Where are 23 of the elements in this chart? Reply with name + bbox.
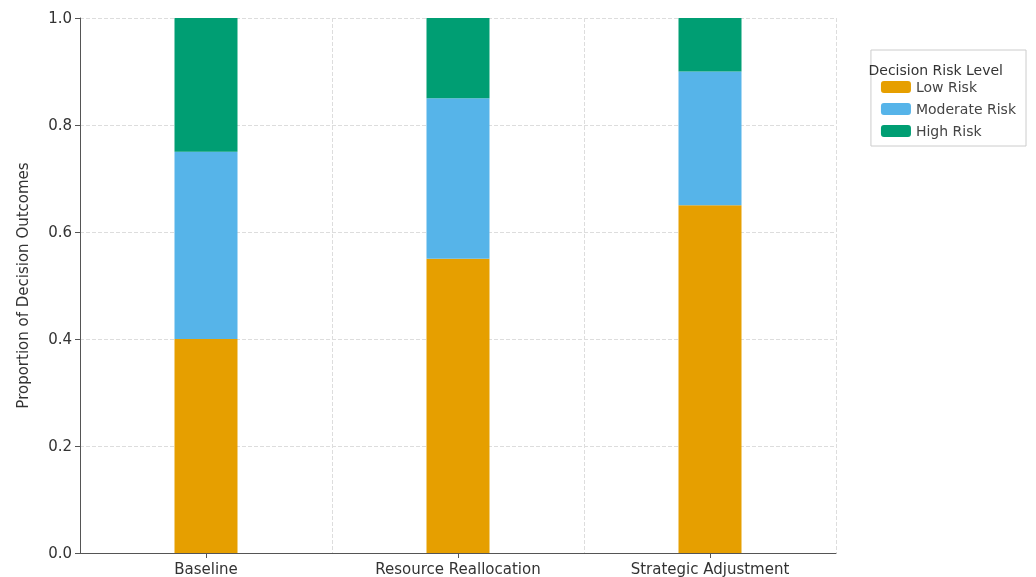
x-tick-label: Strategic Adjustment bbox=[630, 559, 790, 577]
legend-label: Low Risk bbox=[915, 79, 978, 95]
bar bbox=[678, 205, 742, 553]
legend-title: Decision Risk Level bbox=[868, 62, 1004, 78]
bar bbox=[426, 98, 490, 259]
x-tick-label: Baseline bbox=[174, 559, 238, 577]
bar bbox=[678, 18, 742, 72]
legend-label: Moderate Risk bbox=[915, 101, 1017, 117]
x-tick-label: Resource Reallocation bbox=[375, 559, 541, 577]
y-axis-title: Proportion of Decision Outcomes bbox=[13, 162, 32, 409]
y-tick-label: 0.8 bbox=[48, 116, 72, 134]
bar bbox=[426, 258, 490, 553]
y-tick-label: 0.6 bbox=[48, 223, 72, 241]
bar bbox=[174, 18, 238, 152]
legend-label: High Risk bbox=[915, 123, 983, 139]
y-tick-label: 0.2 bbox=[48, 437, 72, 455]
bar bbox=[174, 339, 238, 553]
bar bbox=[426, 18, 490, 99]
bar bbox=[174, 151, 238, 339]
y-tick-label: 0.0 bbox=[48, 544, 72, 562]
y-tick-label: 1.0 bbox=[48, 9, 72, 27]
bar bbox=[678, 71, 742, 206]
y-tick-label: 0.4 bbox=[48, 330, 72, 348]
